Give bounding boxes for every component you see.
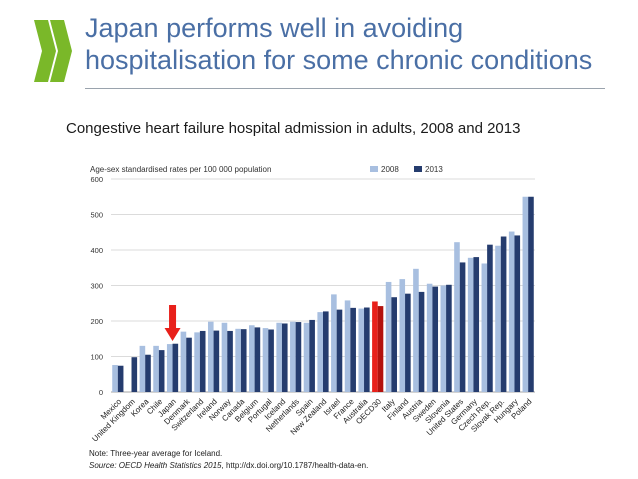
bar-2008 — [331, 294, 337, 392]
bar-2013 — [528, 196, 534, 392]
bar-2008 — [276, 322, 282, 392]
bar-2013 — [295, 322, 302, 392]
bar-2013 — [391, 297, 397, 392]
source-url: , http://dx.doi.org/10.1787/health-data-… — [221, 461, 369, 470]
legend-label: 2008 — [381, 165, 399, 174]
bar-2013 — [500, 236, 507, 392]
bar-2008 — [399, 279, 406, 392]
bar-2008 — [235, 328, 241, 392]
bars — [112, 196, 534, 392]
slide-title-line1: Japan performs well in avoiding — [85, 13, 464, 43]
bar-2013 — [199, 330, 206, 392]
bar-2008 — [426, 283, 433, 392]
bar-2008 — [454, 242, 460, 392]
chart-source: Source: OECD Health Statistics 2015, htt… — [89, 461, 368, 470]
title-divider — [85, 88, 605, 89]
bar-2013 — [323, 311, 329, 392]
legend-swatch — [370, 166, 378, 172]
y-tick-label: 0 — [99, 388, 103, 397]
chevron-left-icon — [34, 20, 56, 82]
bar-2008 — [508, 231, 515, 392]
bar-2013 — [418, 291, 425, 392]
bar-2013 — [254, 327, 261, 392]
bar-2008 — [139, 345, 146, 392]
bar-2008 — [166, 344, 173, 392]
bar-2008 — [372, 301, 378, 392]
bar-2013 — [227, 330, 233, 392]
bar-2008 — [290, 321, 296, 392]
y-axis-label: Age-sex standardised rates per 100 000 p… — [90, 165, 271, 174]
bar-2008 — [249, 325, 255, 392]
source-label: Source: OECD Health Statistics 2015 — [89, 461, 222, 470]
legend-label: 2013 — [425, 165, 443, 174]
chart-note: Note: Three-year average for Iceland. — [89, 449, 223, 458]
bar-2013 — [240, 329, 247, 392]
highlights — [164, 305, 181, 341]
bar-2013 — [405, 293, 411, 392]
bar-2008 — [413, 268, 419, 392]
bar-2008 — [262, 328, 269, 392]
bar-2008 — [481, 263, 488, 392]
legend-swatch — [414, 166, 422, 172]
slide-title: Japan performs well in avoiding hospital… — [85, 12, 625, 76]
bar-2008 — [317, 312, 323, 392]
bar-2013 — [117, 365, 124, 392]
bar-2008 — [194, 332, 200, 392]
y-tick-label: 400 — [90, 246, 103, 255]
bar-2013 — [281, 323, 288, 392]
bar-2013 — [364, 307, 370, 392]
y-tick-label: 300 — [90, 282, 103, 291]
bar-2013 — [145, 354, 151, 392]
chart-legend: 2008 2013 — [370, 165, 443, 174]
bar-2013 — [213, 330, 220, 392]
slide-title-line2: hospitalisation for some chronic conditi… — [85, 45, 593, 75]
bar-2013 — [336, 309, 343, 392]
bar-2013 — [268, 329, 274, 392]
bar-2008 — [303, 322, 310, 392]
bar-2013 — [172, 343, 179, 392]
bar-2013 — [158, 350, 165, 392]
bar-2013 — [446, 284, 452, 392]
bar-2008 — [467, 257, 474, 392]
bar-2013 — [432, 286, 439, 392]
bar-2013 — [473, 257, 480, 392]
bar-2013 — [186, 337, 192, 392]
y-tick-label: 200 — [90, 317, 103, 326]
bar-2008 — [385, 281, 392, 392]
bar-2013 — [377, 306, 384, 392]
bar-2008 — [112, 365, 118, 392]
y-tick-label: 600 — [90, 175, 103, 184]
bar-2008 — [440, 285, 447, 392]
bar-2008 — [495, 245, 501, 392]
chevron-right-icon — [50, 20, 72, 82]
bar-2013 — [350, 307, 356, 392]
y-axis-tick-labels: 0 100 200 300 400 500 600 — [90, 175, 103, 397]
bar-2008 — [344, 300, 351, 392]
bar-2013 — [487, 244, 493, 392]
bar-2013 — [459, 262, 466, 392]
bar-2008 — [221, 322, 228, 392]
bar-2013 — [131, 357, 138, 392]
highlight-arrow-icon — [164, 305, 181, 341]
y-tick-label: 500 — [90, 211, 103, 220]
bar-2008 — [522, 196, 529, 392]
oecd-chevrons-logo — [34, 20, 72, 82]
y-tick-label: 100 — [90, 353, 103, 362]
bar-2013 — [309, 319, 315, 392]
bar-2008 — [180, 331, 187, 392]
bar-2013 — [514, 235, 521, 392]
bar-2008 — [153, 345, 159, 392]
chart-title: Congestive heart failure hospital admiss… — [66, 120, 521, 137]
bar-2008 — [207, 321, 214, 392]
bar-2008 — [358, 308, 365, 392]
